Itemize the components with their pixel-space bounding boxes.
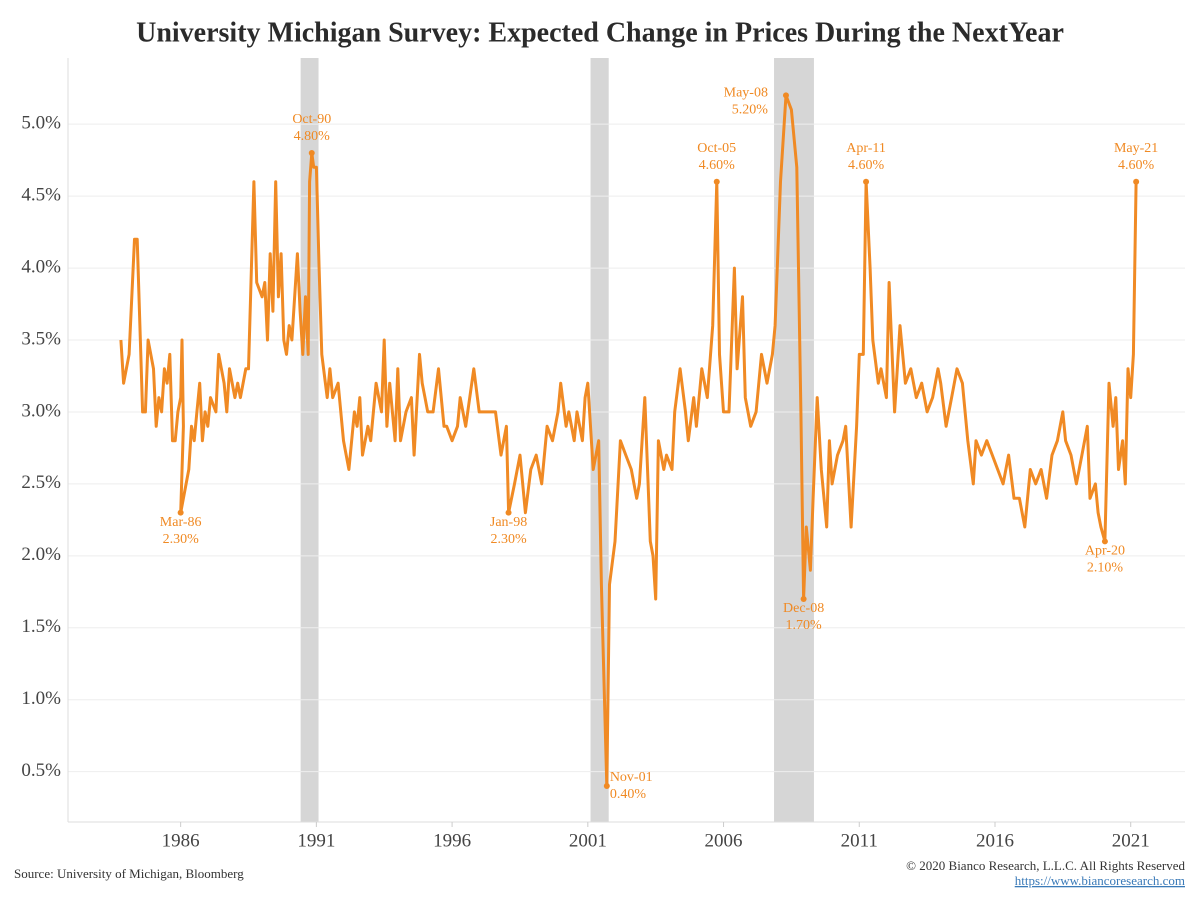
y-tick-label: 4.0%: [21, 256, 61, 277]
annotation-point: [800, 595, 807, 602]
price-expectation-line: [119, 93, 1138, 788]
x-tick-label: 2021: [1112, 830, 1150, 851]
annotation-point: [177, 509, 184, 516]
annotation-value: 2.30%: [163, 532, 200, 547]
annotation-point: [308, 149, 315, 156]
recession-band: [300, 58, 319, 822]
y-tick-label: 2.0%: [21, 544, 61, 565]
annotation-point: [1133, 178, 1140, 185]
y-tick-label: 3.0%: [21, 400, 61, 421]
annotation-value: 4.60%: [848, 158, 885, 173]
annotation-date: May-08: [724, 86, 768, 101]
annotation-value: 4.60%: [699, 158, 736, 173]
annotation-value: 2.10%: [1087, 561, 1124, 576]
y-tick-label: 1.5%: [21, 616, 61, 637]
plot: Mar-86 2.30% Oct-90 4.80% Jan-98 2.30% Nov-01 0…: [119, 86, 1158, 802]
ticks: 0.5% 1.0% 1.5% 2.0% 2.5% 3.0% 3.5% 4.0% 4.5% 5.0%…: [21, 113, 1149, 852]
copyright: © 2020 Bianco Research, L.L.C. All Right…: [906, 858, 1185, 873]
annotation-point: [713, 178, 720, 185]
x-tick-label: 2006: [705, 830, 743, 851]
annotation-point: [782, 92, 789, 99]
annotation-value: 0.40%: [610, 787, 647, 802]
annotation-date: Nov-01: [610, 770, 653, 785]
annotation-date: Oct-90: [292, 112, 331, 127]
y-tick-label: 3.5%: [21, 328, 61, 349]
recession-shading: [300, 58, 814, 822]
source: Source: University of Michigan, Bloomber…: [14, 866, 244, 881]
annotation-date: Mar-86: [160, 515, 202, 530]
y-tick-label: 1.0%: [21, 688, 61, 709]
y-tick-label: 2.5%: [21, 472, 61, 493]
annotation-point: [603, 783, 610, 790]
annotation-date: May-21: [1114, 141, 1158, 156]
chart-title: University Michigan Survey: Expected Cha…: [136, 17, 1064, 48]
annotation-value: 2.30%: [490, 532, 527, 547]
x-tick-label: 1991: [297, 830, 335, 851]
annotation-date: Jan-98: [490, 515, 527, 530]
annotation-value: 4.80%: [294, 129, 331, 144]
x-tick-label: 2016: [976, 830, 1014, 851]
x-tick-label: 2011: [841, 830, 878, 851]
annotation-date: Dec-08: [783, 601, 824, 616]
y-tick-label: 0.5%: [21, 760, 61, 781]
grid: [68, 123, 1185, 773]
annotation-point: [505, 509, 512, 516]
annotation-value: 1.70%: [786, 618, 823, 633]
annotation-date: Oct-05: [697, 141, 736, 156]
x-tick-label: 1986: [162, 830, 200, 851]
y-tick-label: 5.0%: [21, 113, 61, 134]
x-tick-label: 1996: [433, 830, 471, 851]
y-tick-label: 4.5%: [21, 184, 61, 205]
url[interactable]: https://www.biancoresearch.com: [1015, 873, 1185, 888]
annotation-date: Apr-11: [846, 141, 886, 156]
annotation-point: [863, 178, 870, 185]
annotation-date: Apr-20: [1085, 544, 1125, 559]
annotation-value: 5.20%: [732, 103, 769, 118]
x-tick-label: 2001: [569, 830, 607, 851]
annotation-point: [1101, 538, 1108, 545]
annotation-value: 4.60%: [1118, 158, 1155, 173]
